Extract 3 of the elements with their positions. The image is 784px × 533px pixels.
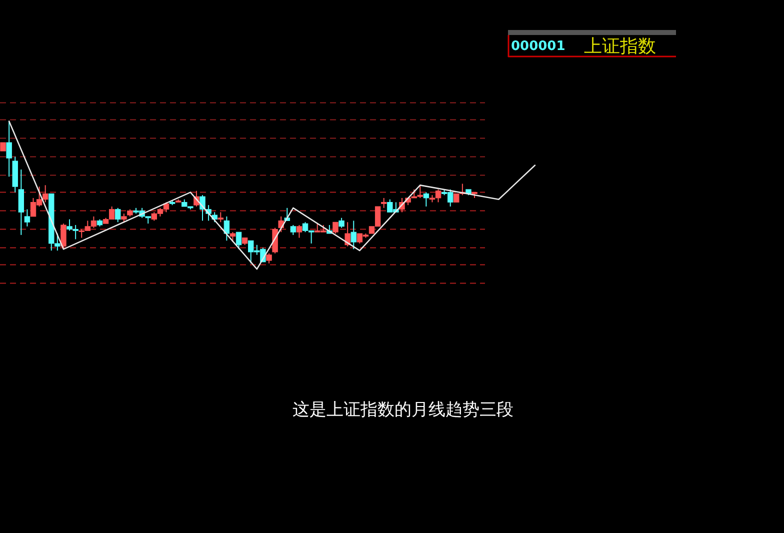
annotation: 这是上证指数的月线趋势三段 [292, 400, 514, 420]
subtitle: 上证指数 [584, 36, 656, 57]
title: 000001 [511, 39, 566, 54]
